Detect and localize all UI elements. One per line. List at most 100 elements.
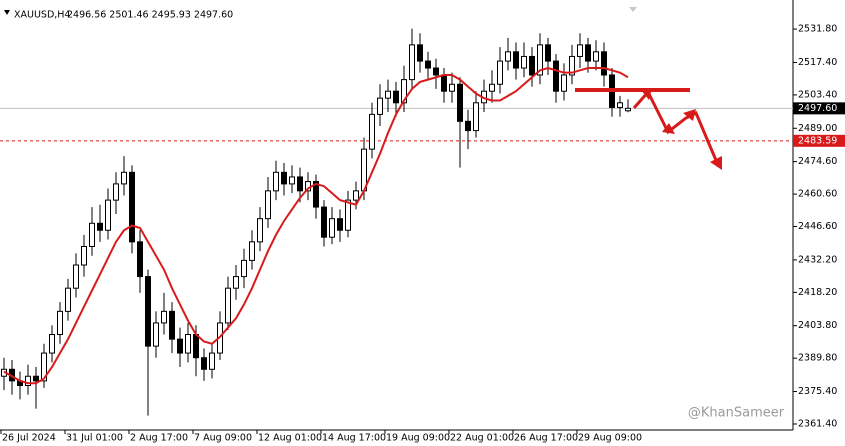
menu-marker xyxy=(4,10,10,15)
candle-body xyxy=(377,97,383,115)
candle-body xyxy=(153,322,159,347)
candle-body xyxy=(289,176,295,185)
alert-box xyxy=(793,134,845,147)
candle-body xyxy=(193,334,199,359)
candle-body xyxy=(433,67,439,76)
x-tick-label: 26 Jul 2024 xyxy=(2,433,56,444)
candle-body xyxy=(561,74,567,92)
candle-body xyxy=(345,199,351,231)
y-tick-label: 2489.00 xyxy=(798,123,837,134)
x-tick-label: 7 Aug 09:00 xyxy=(194,433,252,444)
candle-body xyxy=(41,352,47,382)
candle-body xyxy=(353,190,359,201)
candle-body xyxy=(545,44,551,62)
quote: 2496.56 2501.46 2495.93 2497.60 xyxy=(67,10,233,21)
candle-body xyxy=(49,334,55,354)
annotations xyxy=(575,88,722,170)
candle-body xyxy=(129,171,135,243)
candle-body xyxy=(273,171,279,192)
candle-body xyxy=(233,276,239,289)
arrow-head xyxy=(683,109,696,121)
y-tick-label: 2446.60 xyxy=(798,221,837,232)
watermark: @KhanSameer xyxy=(688,406,785,421)
candle-body xyxy=(553,60,559,92)
candle-body xyxy=(521,55,527,69)
x-tick-label: 14 Aug 17:00 xyxy=(322,433,386,444)
moving-average xyxy=(3,66,629,385)
x-tick-label: 22 Aug 01:00 xyxy=(450,433,514,444)
candle-body xyxy=(625,107,631,112)
y-tick-label: 2474.60 xyxy=(798,156,837,167)
candle-body xyxy=(297,176,303,192)
candle-body xyxy=(449,83,455,92)
candle-body xyxy=(457,83,463,122)
candle-body xyxy=(489,83,495,92)
x-tick-label: 2 Aug 17:00 xyxy=(130,433,188,444)
candle-body xyxy=(425,60,431,69)
x-tick-label: 29 Aug 09:00 xyxy=(578,433,642,444)
candle-body xyxy=(417,44,423,62)
x-tick-label: 19 Aug 09:00 xyxy=(386,433,450,444)
y-tick-label: 2375.40 xyxy=(798,386,837,397)
candle-body xyxy=(513,51,519,69)
candle-body xyxy=(409,44,415,81)
candle-body xyxy=(105,199,111,231)
y-tick-label: 2531.80 xyxy=(798,24,837,35)
candle-body xyxy=(337,218,343,231)
candle-body xyxy=(33,375,39,382)
candle-body xyxy=(65,287,71,312)
candle-body xyxy=(529,55,535,76)
candle-body xyxy=(113,183,119,201)
candle-body xyxy=(593,51,599,62)
shift-marker xyxy=(629,7,637,12)
candle-body xyxy=(249,241,255,261)
candle-body xyxy=(569,55,575,76)
price-box-label: 2497.60 xyxy=(798,103,837,114)
candle-body xyxy=(385,90,391,99)
candle-body xyxy=(121,171,127,185)
candle-body xyxy=(73,264,79,289)
candle-body xyxy=(281,171,287,185)
candle-body xyxy=(241,259,247,278)
candle-body xyxy=(585,44,591,62)
candle-body xyxy=(465,120,471,132)
x-tick-label: 12 Aug 01:00 xyxy=(258,433,322,444)
y-tick-label: 2389.80 xyxy=(798,353,837,364)
arrow-head xyxy=(641,88,652,100)
candle-body xyxy=(473,102,479,132)
candle-body xyxy=(369,113,375,150)
candle-body xyxy=(89,222,95,247)
candle-body xyxy=(81,245,87,266)
arrow-head xyxy=(662,123,675,134)
symbol: XAUUSD,H4 xyxy=(14,10,70,21)
candle-body xyxy=(537,44,543,76)
y-tick-label: 2460.60 xyxy=(798,189,837,200)
y-tick-label: 2517.40 xyxy=(798,57,837,68)
candle-body xyxy=(201,357,207,370)
candle-body xyxy=(321,206,327,238)
candle-body xyxy=(145,276,151,347)
candle-body xyxy=(169,310,175,340)
candle-body xyxy=(393,90,399,104)
alert-box-label: 2483.59 xyxy=(798,135,837,146)
candle-body xyxy=(57,310,63,336)
candle-body xyxy=(209,352,215,370)
candle-body xyxy=(265,190,271,220)
y-tick-label: 2432.20 xyxy=(798,254,837,265)
candle-body xyxy=(577,44,583,57)
candle-body xyxy=(177,338,183,354)
candle-body xyxy=(25,375,31,387)
candle-body xyxy=(497,60,503,85)
arrow-head xyxy=(710,156,722,170)
candle-body xyxy=(225,287,231,324)
y-tick-label: 2361.40 xyxy=(798,418,837,429)
candle-body xyxy=(601,51,607,76)
price-box xyxy=(793,102,845,115)
candle-body xyxy=(185,334,191,354)
y-tick-label: 2418.20 xyxy=(798,287,837,298)
y-tick-label: 2503.40 xyxy=(798,89,837,100)
x-tick-label: 31 Jul 01:00 xyxy=(66,433,123,444)
